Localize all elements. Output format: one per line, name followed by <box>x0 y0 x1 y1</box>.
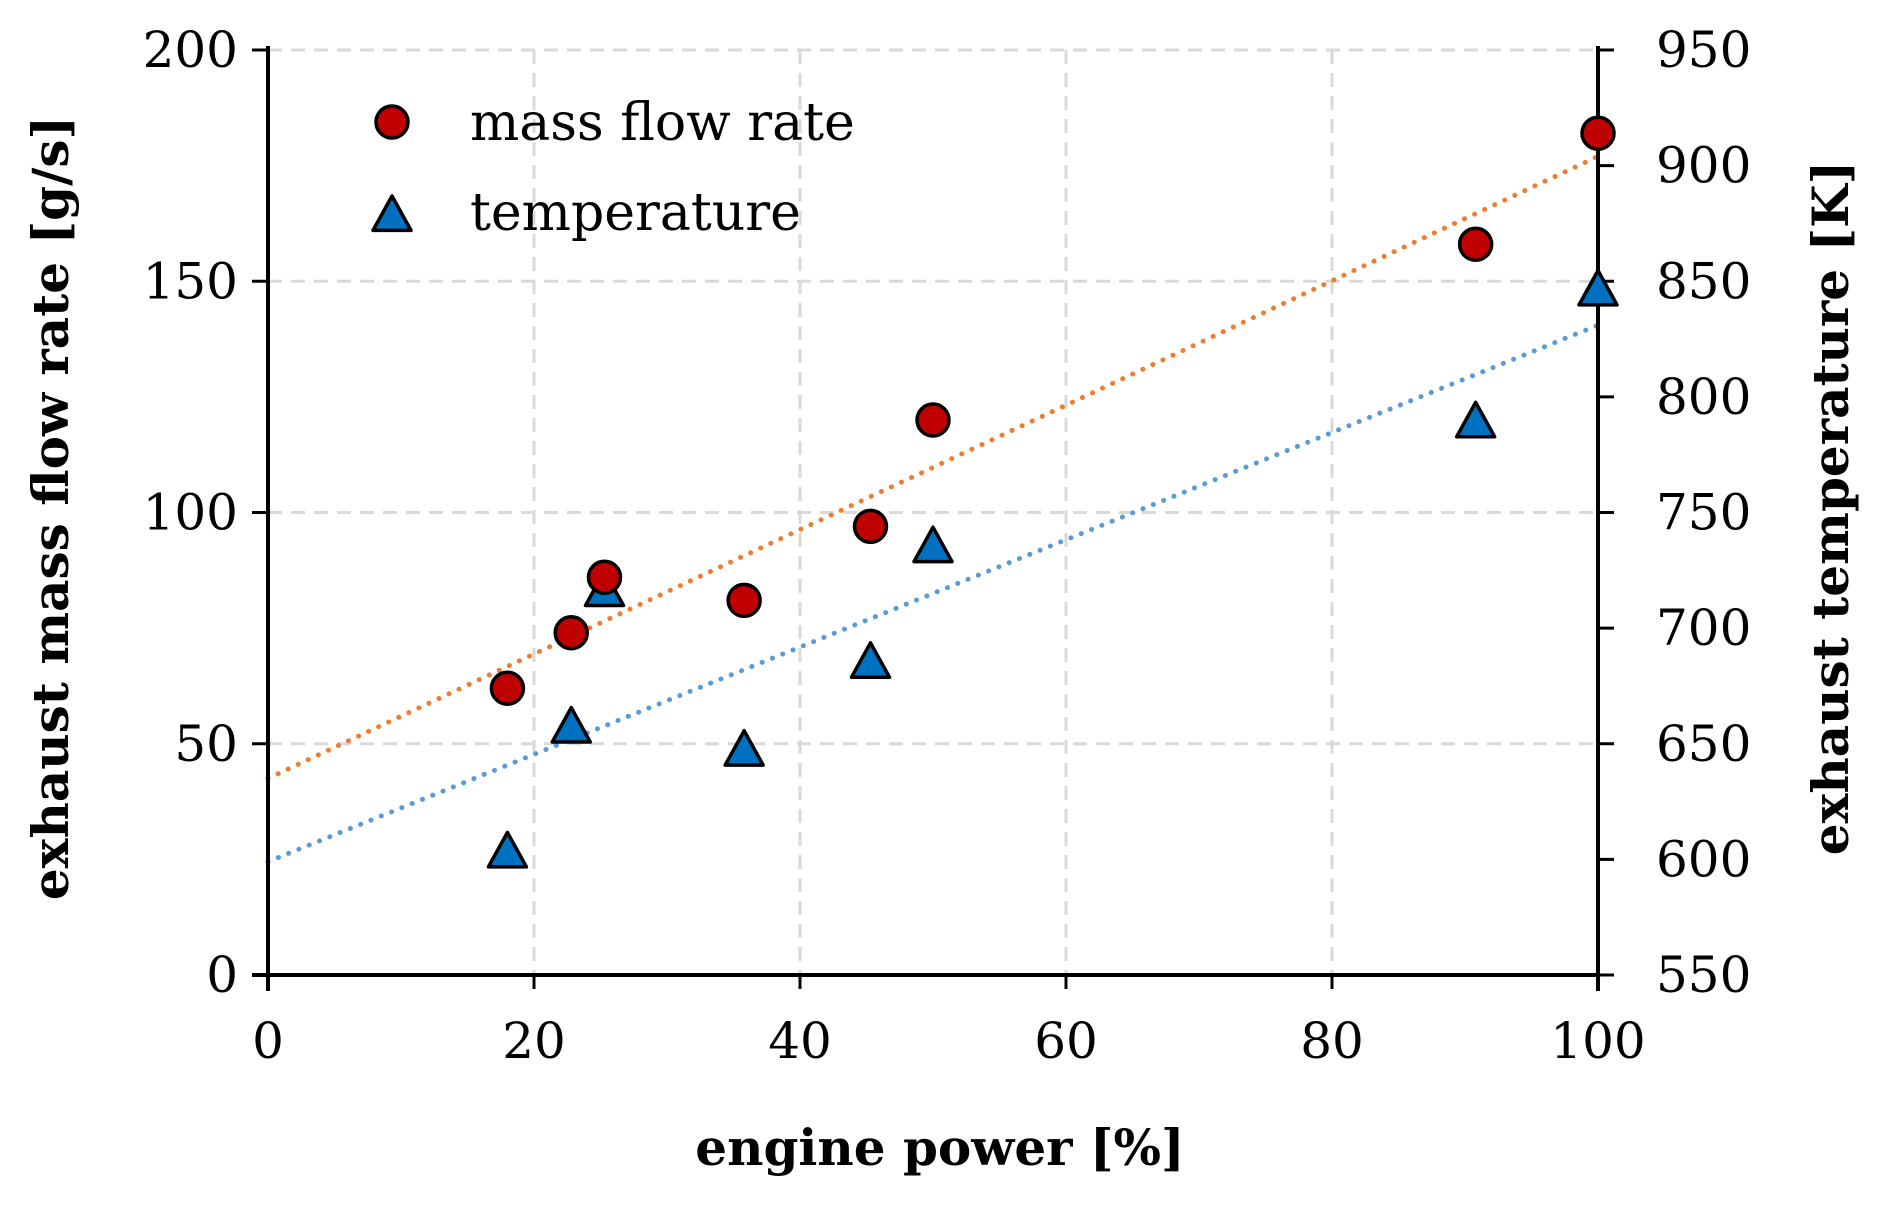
temperature-point <box>550 705 592 744</box>
y-right-tick-label: 950 <box>1656 21 1751 79</box>
mass-flow-rate-point <box>852 508 889 545</box>
legend-circle-marker <box>374 104 410 140</box>
y-axis-left-title: exhaust mass flow rate [g/s] <box>21 116 80 900</box>
y-left-tick-label: 150 <box>143 252 238 310</box>
temperature-point <box>849 641 892 679</box>
mass-flow-rate-point <box>586 559 623 595</box>
y-right-tick-label: 650 <box>1656 715 1751 773</box>
y-left-tick-label: 100 <box>143 484 238 542</box>
legend-label-temperature: temperature <box>470 183 801 243</box>
trendlines <box>265 153 1601 865</box>
x-axis-title: engine power [%] <box>695 1118 1184 1177</box>
x-tick-label: 40 <box>768 1012 832 1070</box>
axes <box>252 46 1614 991</box>
x-tick-label: 60 <box>1034 1012 1098 1070</box>
mass-flow-rate-point <box>726 582 762 619</box>
temperature-point <box>1454 400 1497 439</box>
y-right-tick-label: 700 <box>1656 599 1751 657</box>
temperature-point <box>912 525 954 564</box>
legend-circle <box>374 104 410 140</box>
temperature-point <box>1577 268 1619 307</box>
legend-triangle-marker <box>371 194 413 233</box>
x-tick-label: 100 <box>1550 1012 1645 1070</box>
y-left-tick-label: 50 <box>174 715 238 773</box>
ticks: 0 20 40 60 80 100 0 50 100 150 200 550 600 650 700 750 8… <box>143 21 1752 1070</box>
data-points <box>486 115 1619 869</box>
y-right-tick-label: 750 <box>1656 484 1751 542</box>
y-left-tick-label: 0 <box>206 946 238 1004</box>
y-left-tick-label: 200 <box>143 21 238 79</box>
y-right-tick-label: 850 <box>1656 252 1751 310</box>
x-tick-label: 20 <box>502 1012 566 1070</box>
legend: mass flow rate temperature <box>371 93 855 243</box>
y-right-tick-label: 800 <box>1656 368 1751 426</box>
y-right-tick-label: 600 <box>1656 830 1751 888</box>
mass-flow-rate-point <box>1457 226 1494 262</box>
mass-flow-rate-point <box>1580 115 1616 151</box>
temperature-point <box>723 728 765 767</box>
legend-triangle <box>371 194 413 233</box>
mass-flow-rate-point <box>915 402 951 438</box>
trendline-mass-flow-rate <box>265 153 1601 781</box>
y-axis-right-title: exhaust temperature [K] <box>1801 161 1860 855</box>
x-tick-label: 0 <box>252 1012 284 1070</box>
y-right-tick-label: 550 <box>1656 946 1751 1004</box>
x-tick-label: 80 <box>1300 1012 1364 1070</box>
y-right-tick-label: 900 <box>1656 137 1751 195</box>
temperature-point <box>486 830 529 869</box>
mass-flow-rate-point <box>489 670 526 706</box>
legend-label-mass-flow-rate: mass flow rate <box>470 93 855 153</box>
grid <box>268 48 1598 975</box>
mass-flow-rate-point <box>553 615 589 651</box>
